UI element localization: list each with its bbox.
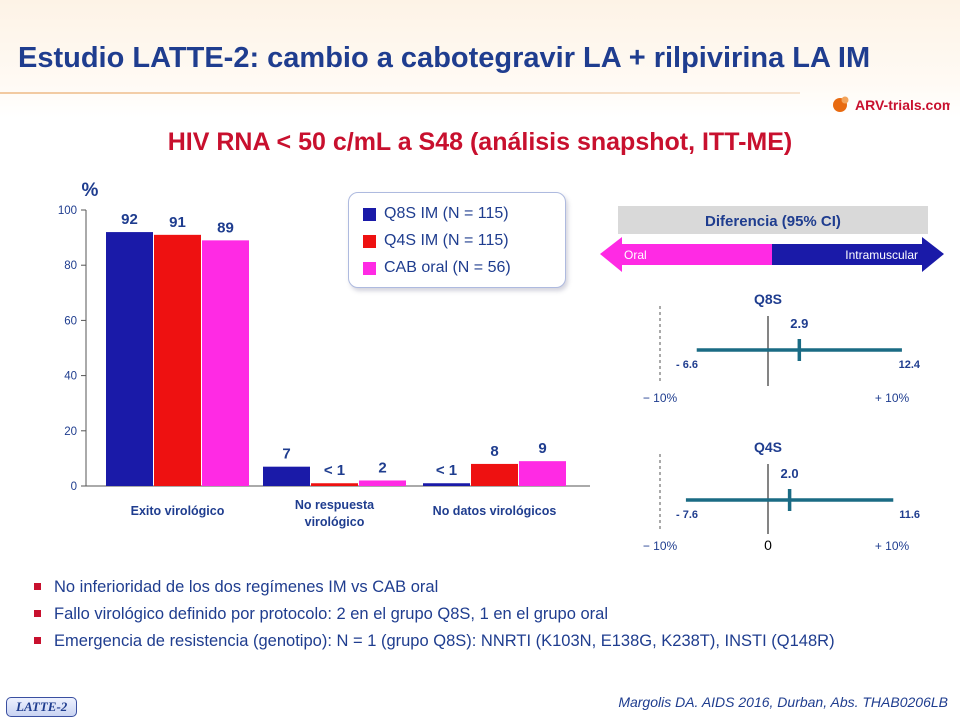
page-title: Estudio LATTE-2: cambio a cabotegravir L…	[18, 42, 871, 74]
forest-panel-title: Q4S	[754, 439, 782, 455]
bar	[359, 480, 406, 486]
bullet-text: No inferioridad de los dos regímenes IM …	[54, 578, 439, 596]
legend-label-cab: CAB oral (N = 56)	[384, 259, 511, 276]
ci-upper-label: 12.4	[899, 359, 921, 371]
x-tick-label-right: + 10%	[875, 539, 910, 553]
oral-arrow-label: Oral	[624, 248, 647, 262]
oral-arrow	[600, 237, 772, 272]
x-category-label: virológico	[305, 515, 365, 529]
logo-text: ARV-trials.com	[855, 97, 950, 113]
bar-data-label: 8	[490, 443, 498, 460]
citation: Margolis DA. AIDS 2016, Durban, Abs. THA…	[618, 694, 948, 710]
legend-label-q4s: Q4S IM (N = 115)	[384, 232, 509, 249]
legend-swatch-q4s	[363, 234, 376, 248]
bar-data-label: 92	[121, 211, 138, 228]
ci-lower-label: - 6.6	[676, 359, 698, 371]
legend-item-q4s: Q4S IM (N = 115)	[363, 230, 509, 252]
key-findings: No inferioridad de los dos regímenes IM …	[34, 576, 944, 657]
difference-header-label: Diferencia (95% CI)	[705, 213, 841, 230]
point-estimate-label: 2.9	[790, 316, 808, 331]
intramuscular-arrow-label: Intramuscular	[845, 248, 918, 262]
chart-legend: Q8S IM (N = 115) Q4S IM (N = 115) CAB or…	[348, 192, 566, 288]
bullet-square-icon	[34, 637, 41, 644]
title-divider	[0, 92, 800, 94]
y-tick-label: 40	[64, 371, 77, 383]
x-category-label: Exito virológico	[131, 504, 225, 518]
bar	[154, 234, 201, 486]
legend-swatch-q8s	[363, 207, 376, 221]
difference-header	[618, 206, 928, 234]
y-tick-label: 0	[71, 481, 77, 493]
bar-data-label: 91	[169, 214, 186, 231]
bar	[202, 240, 249, 486]
y-tick-label: 20	[64, 426, 77, 438]
y-tick-label: 60	[64, 315, 77, 327]
bar	[106, 232, 153, 486]
bar	[423, 483, 470, 486]
study-tag: LATTE-2	[6, 697, 78, 717]
bar-data-label: 2	[378, 459, 386, 476]
y-tick-label: 100	[58, 205, 77, 217]
bullet-square-icon	[34, 610, 41, 617]
arv-trials-logo: ARV-trials.com	[833, 96, 950, 113]
bar-data-label: < 1	[324, 462, 345, 479]
y-tick-label: 80	[64, 260, 77, 272]
bullet-item: Fallo virológico definido por protocolo:…	[34, 603, 944, 626]
bar-data-label: 9	[538, 440, 546, 457]
bar-data-label: < 1	[436, 462, 457, 479]
ci-upper-label: 11.6	[899, 509, 920, 521]
x-tick-label-left: − 10%	[643, 391, 678, 405]
bar	[311, 483, 358, 486]
bullet-square-icon	[34, 583, 41, 590]
legend-item-q8s: Q8S IM (N = 115)	[363, 203, 509, 225]
title-bar	[0, 0, 960, 118]
chart-subtitle: HIV RNA < 50 c/mL a S48 (análisis snapsh…	[167, 128, 793, 156]
bar	[519, 461, 566, 486]
legend-label-q8s: Q8S IM (N = 115)	[384, 205, 509, 222]
ci-lower-label: - 7.6	[676, 509, 698, 521]
bullet-item: Emergencia de resistencia (genotipo): N …	[34, 630, 944, 653]
bar	[263, 466, 310, 486]
bar	[471, 463, 518, 486]
legend-item-cab: CAB oral (N = 56)	[363, 257, 511, 279]
bar-data-label: 89	[217, 219, 234, 236]
bar-data-label: 7	[282, 446, 290, 463]
intramuscular-arrow	[772, 237, 944, 272]
logo-dot-icon	[841, 96, 849, 104]
bullet-text: Emergencia de resistencia (genotipo): N …	[54, 632, 835, 650]
y-axis-label: %	[82, 180, 99, 201]
bullet-text: Fallo virológico definido por protocolo:…	[54, 605, 609, 623]
x-tick-label-right: + 10%	[875, 391, 910, 405]
point-estimate-label: 2.0	[781, 466, 799, 481]
x-category-label: No datos virológicos	[433, 504, 557, 518]
legend-swatch-cab	[363, 261, 376, 275]
x-tick-label-left: − 10%	[643, 539, 678, 553]
bullet-item: No inferioridad de los dos regímenes IM …	[34, 576, 944, 599]
forest-panel-title: Q8S	[754, 291, 782, 307]
x-category-label: No respuesta	[295, 498, 375, 512]
x-tick-label-zero: 0	[764, 537, 772, 553]
difference-forest-plot: Diferencia (95% CI) Oral Intramuscular Q8S 2…	[600, 206, 944, 553]
